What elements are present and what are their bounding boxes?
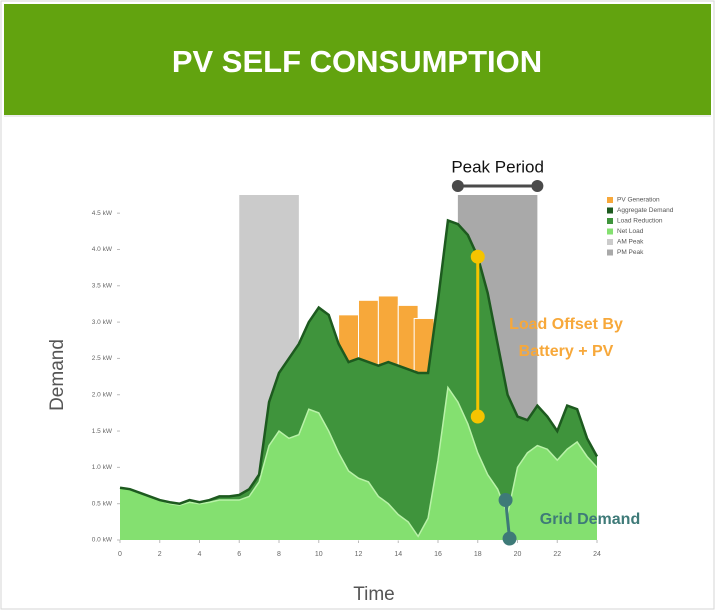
x-axis-label: Time — [353, 584, 395, 605]
legend-swatch — [607, 239, 613, 245]
grid-demand-label: Grid Demand — [540, 511, 640, 528]
x-tick-label: 12 — [355, 551, 363, 558]
y-tick-label: 1.0 kW — [92, 464, 113, 471]
x-tick-label: 20 — [514, 551, 522, 558]
x-tick-label: 2 — [158, 551, 162, 558]
x-tick-label: 14 — [394, 551, 402, 558]
y-tick-label: 3.0 kW — [92, 319, 113, 326]
x-tick-label: 18 — [474, 551, 482, 558]
load-offset-label: Battery + PV — [519, 343, 614, 360]
x-tick-label: 8 — [277, 551, 281, 558]
y-tick-label: 1.5 kW — [92, 428, 113, 435]
y-tick-label: 3.5 kW — [92, 283, 113, 290]
x-tick-label: 6 — [237, 551, 241, 558]
y-axis-label: Demand — [47, 339, 68, 411]
y-tick-label: 4.5 kW — [92, 210, 113, 217]
aggregate-line — [119, 218, 599, 505]
load-offset-point — [470, 409, 485, 424]
header-band — [4, 4, 711, 115]
legend-label: AM Peak — [617, 239, 644, 246]
peak-period-label: Peak Period — [451, 157, 544, 176]
net-load-area — [120, 387, 597, 540]
x-tick-label: 24 — [593, 551, 601, 558]
peak-period-end — [531, 180, 544, 192]
legend-label: PM Peak — [617, 249, 644, 256]
legend-label: PV Generation — [617, 197, 660, 204]
legend-label: Net Load — [617, 228, 644, 235]
legend-swatch — [607, 218, 613, 224]
legend-label: Load Reduction — [617, 218, 663, 225]
x-tick-label: 4 — [198, 551, 202, 558]
grid-demand-point — [502, 531, 517, 546]
grid-demand-point — [498, 493, 513, 508]
legend-label: Aggregate Demand — [617, 207, 674, 214]
y-tick-label: 2.5 kW — [92, 355, 113, 362]
y-tick-label: 2.0 kW — [92, 391, 113, 398]
peak-period-end — [451, 180, 464, 192]
y-tick-label: 0.0 kW — [92, 537, 113, 544]
y-tick-label: 4.0 kW — [92, 246, 113, 253]
slide-title: PV SELF CONSUMPTION — [172, 44, 542, 79]
net-load-line — [119, 385, 598, 538]
x-tick-label: 22 — [553, 551, 561, 558]
legend-swatch — [607, 249, 613, 256]
y-tick-label: 0.5 kW — [92, 500, 113, 507]
x-tick-label: 0 — [118, 551, 122, 558]
x-tick-label: 16 — [434, 551, 442, 558]
legend-swatch — [607, 228, 613, 235]
load-offset-point — [470, 249, 485, 264]
legend-swatch — [607, 197, 613, 203]
legend-swatch — [607, 207, 613, 214]
x-tick-label: 10 — [315, 551, 323, 558]
load-offset-label: Load Offset By — [509, 316, 623, 333]
